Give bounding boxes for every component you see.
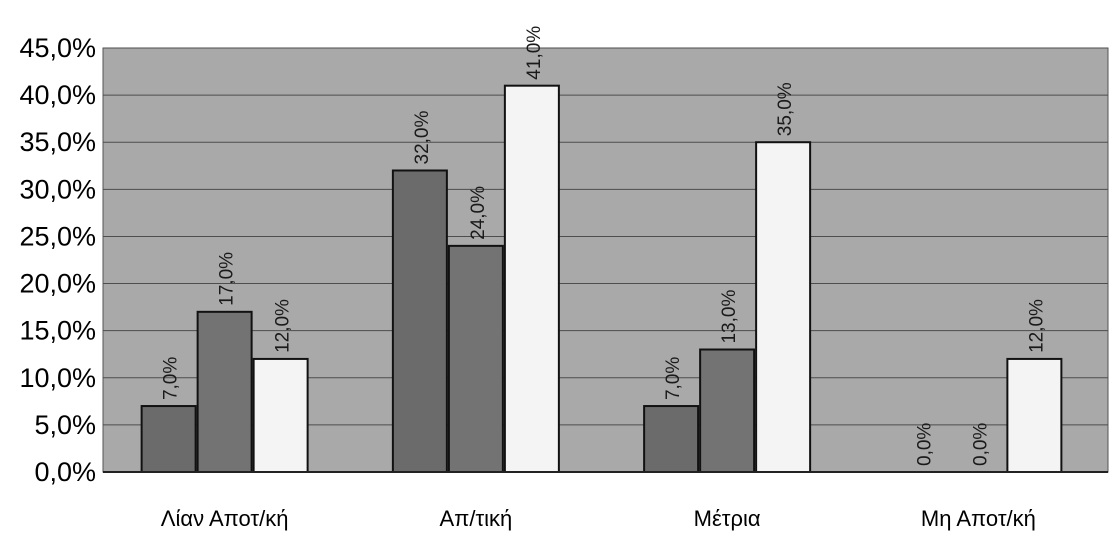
data-label: 17,0% bbox=[217, 252, 238, 306]
bar bbox=[699, 348, 756, 473]
x-tick-label: Λίαν Αποτ/κή bbox=[161, 506, 289, 531]
data-label: 13,0% bbox=[719, 290, 740, 344]
bar bbox=[140, 405, 197, 473]
data-label: 24,0% bbox=[468, 186, 489, 240]
y-tick-label: 30,0% bbox=[19, 174, 96, 204]
data-labels: 7,0% 17,0% 12,0% 32,0% 24,0% 41,0% 7,0% 13,0% 35… bbox=[161, 26, 1048, 466]
bar bbox=[447, 244, 504, 473]
y-tick-label: 15,0% bbox=[19, 316, 96, 346]
bar bbox=[1006, 357, 1063, 473]
y-tick-label: 5,0% bbox=[34, 410, 96, 440]
data-label: 0,0% bbox=[914, 423, 935, 466]
x-tick-label: Μη Αποτ/κή bbox=[921, 506, 1036, 531]
bars bbox=[140, 84, 1063, 474]
data-label: 41,0% bbox=[524, 26, 545, 80]
data-label: 0,0% bbox=[970, 423, 991, 466]
y-tick-label: 25,0% bbox=[19, 221, 96, 251]
y-tick-label: 10,0% bbox=[19, 363, 96, 393]
y-tick-label: 0,0% bbox=[34, 457, 96, 487]
y-tick-label: 20,0% bbox=[19, 269, 96, 299]
x-tick-label: Μέτρια bbox=[694, 506, 761, 531]
data-label: 7,0% bbox=[161, 357, 182, 400]
data-label: 12,0% bbox=[1026, 299, 1047, 353]
bar bbox=[503, 84, 560, 473]
x-axis-tick-labels: Λίαν Αποτ/κή Απ/τική Μέτρια Μη Αποτ/κή bbox=[161, 506, 1036, 531]
bar bbox=[643, 405, 700, 473]
data-label: 32,0% bbox=[412, 111, 433, 165]
data-label: 7,0% bbox=[663, 357, 684, 400]
x-tick-label: Απ/τική bbox=[439, 506, 512, 531]
data-label: 12,0% bbox=[273, 299, 294, 353]
bar bbox=[755, 141, 812, 473]
bar bbox=[252, 357, 309, 473]
bar bbox=[391, 169, 448, 473]
y-tick-label: 45,0% bbox=[19, 33, 96, 63]
y-tick-label: 40,0% bbox=[19, 80, 96, 110]
data-label: 35,0% bbox=[775, 82, 796, 136]
y-tick-label: 35,0% bbox=[19, 127, 96, 157]
y-axis-tick-labels: 0,0% 5,0% 10,0% 15,0% 20,0% 25,0% 30,0% 35,0% 40… bbox=[19, 33, 96, 487]
bar bbox=[196, 310, 253, 474]
